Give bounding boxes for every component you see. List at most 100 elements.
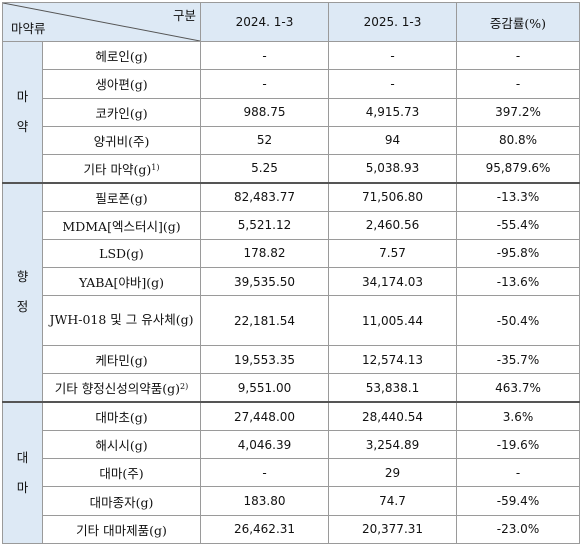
value-2025: 2,460.56	[328, 210, 457, 240]
value-2024: 52	[200, 125, 329, 156]
table-row: MDMA[엑스터시](g) 5,521.12 2,460.56 -55.4%	[3, 210, 580, 240]
drug-name: 대마종자(g)	[89, 494, 154, 510]
header-row: 구분 마약류 2024. 1-3 2025. 1-3 증감률(%)	[2, 2, 580, 42]
value-2024: -	[200, 458, 329, 488]
table-body: 마 약 헤로인(g) - - - 생아편(g) - - - 코카인(g) 988.75 4,915.73…	[2, 40, 580, 545]
category-char: 마	[16, 480, 29, 496]
drug-name: YABA[야바](g)	[78, 275, 165, 291]
value-2025: 28,440.54	[328, 401, 457, 431]
value-2024: -	[200, 69, 329, 99]
drug-name-cell: 대마초(g)	[42, 401, 201, 431]
value-2025: 53,838.1	[328, 373, 457, 403]
value-2025: -	[328, 69, 457, 99]
drug-name-cell: MDMA[엑스터시](g)	[42, 210, 201, 240]
drug-name-cell: 기타 향정신성의약품(g)2)	[42, 373, 201, 403]
corner-label-drug-type: 마약류	[11, 21, 46, 36]
value-2024: 39,535.50	[200, 266, 329, 297]
value-2024: 5,521.12	[200, 210, 329, 240]
drug-name: 해시시(g)	[95, 438, 148, 454]
value-2024: 183.80	[200, 486, 329, 516]
value-change-rate: -13.6%	[456, 266, 580, 297]
drug-name: JWH-018 및 그 유사체(g)	[49, 312, 194, 328]
category-char: 마	[16, 88, 29, 104]
drug-name-cell: 해시시(g)	[42, 429, 201, 460]
value-2024: 22,181.54	[200, 295, 329, 347]
value-2024: 5.25	[200, 153, 329, 184]
value-change-rate: -	[456, 69, 580, 99]
value-2024: 26,462.31	[200, 514, 329, 545]
value-2025: 34,174.03	[328, 266, 457, 297]
table-row: 기타 향정신성의약품(g)2) 9,551.00 53,838.1 463.7%	[3, 373, 580, 403]
drug-name-cell: 케타민(g)	[42, 345, 201, 375]
corner-header-cell: 구분 마약류	[2, 2, 201, 42]
table-row: 대마(주) -29-	[3, 458, 580, 488]
value-change-rate: 3.6%	[456, 401, 580, 431]
drug-name-cell: 필로폰(g)	[42, 181, 201, 212]
drug-name-cell: YABA[야바](g)	[42, 266, 201, 297]
table-row: 대 마 대마초(g) 27,448.00 28,440.54 3.6%	[2, 401, 580, 545]
category-char: 약	[16, 118, 29, 134]
drug-name-cell: 코카인(g)	[42, 97, 201, 127]
value-2025: 20,377.31	[328, 514, 457, 545]
drug-name: 케타민(g)	[95, 353, 148, 369]
drug-name: 기타 향정신성의약품(g)	[54, 381, 180, 397]
drug-name-cell: 헤로인(g)	[42, 40, 201, 71]
table-row: 코카인(g) 988.75 4,915.73 397.2%	[3, 97, 580, 127]
category-char: 향	[16, 269, 29, 285]
value-2025: -	[328, 40, 457, 71]
category-char: 대	[16, 449, 29, 465]
drug-name-cell: 대마종자(g)	[42, 486, 201, 516]
table-row: 양귀비(주) 52 94 80.8%	[3, 125, 580, 156]
corner-label-category: 구분	[172, 8, 196, 23]
value-change-rate: 95,879.6%	[456, 153, 580, 184]
value-change-rate: -95.8%	[456, 238, 580, 269]
drug-name: 대마(주)	[99, 466, 144, 482]
table-row: 기타 대마제품(g) 26,462.31 20,377.31 -23.0%	[3, 514, 580, 545]
table-row: 마 약 헤로인(g) - - -	[2, 40, 580, 184]
drug-name: MDMA[엑스터시](g)	[62, 218, 181, 234]
footnote-marker: 1)	[151, 162, 160, 172]
value-change-rate: -59.4%	[456, 486, 580, 516]
drug-name-cell: 기타 대마제품(g)	[42, 514, 201, 545]
value-change-rate: 80.8%	[456, 125, 580, 156]
drug-name: 생아편(g)	[95, 77, 148, 93]
drug-name-cell: 생아편(g)	[42, 69, 201, 99]
value-2024: -	[200, 40, 329, 71]
value-2025: 7.57	[328, 238, 457, 269]
drug-name: 기타 대마제품(g)	[76, 522, 167, 538]
value-change-rate: -	[456, 458, 580, 488]
value-change-rate: -55.4%	[456, 210, 580, 240]
value-2025: 3,254.89	[328, 429, 457, 460]
diagonal-divider	[3, 3, 200, 41]
col-header-2024: 2024. 1-3	[200, 2, 329, 42]
value-2025: 74.7	[328, 486, 457, 516]
value-change-rate: -35.7%	[456, 345, 580, 375]
value-2025: 94	[328, 125, 457, 156]
drug-name-cell: 기타 마약(g)1)	[42, 153, 201, 184]
value-2025: 29	[328, 458, 457, 488]
value-2024: 4,046.39	[200, 429, 329, 460]
drug-name-cell: JWH-018 및 그 유사체(g)	[42, 295, 201, 347]
table-row: 향 정 필로폰(g) 82,483.77 71,506.80 -13.3%	[2, 181, 580, 403]
table-row: 생아편(g) - - -	[3, 69, 580, 99]
value-2024: 19,553.35	[200, 345, 329, 375]
table-row: 케타민(g) 19,553.35 12,574.13 -35.7%	[3, 345, 580, 375]
value-2024: 82,483.77	[200, 181, 329, 212]
value-change-rate: -19.6%	[456, 429, 580, 460]
drug-name: 양귀비(주)	[93, 133, 150, 149]
drug-name: 대마초(g)	[95, 410, 148, 426]
value-change-rate: -50.4%	[456, 295, 580, 347]
value-change-rate: -13.3%	[456, 181, 580, 212]
footnote-marker: 2)	[180, 382, 189, 392]
col-header-change-rate: 증감률(%)	[456, 2, 580, 42]
drug-name: 필로폰(g)	[95, 190, 148, 206]
table-row: 대마종자(g) 183.80 74.7 -59.4%	[3, 486, 580, 516]
category-char: 정	[16, 299, 29, 315]
table-row: 기타 마약(g)1) 5.25 5,038.93 95,879.6%	[3, 153, 580, 184]
value-2024: 988.75	[200, 97, 329, 127]
